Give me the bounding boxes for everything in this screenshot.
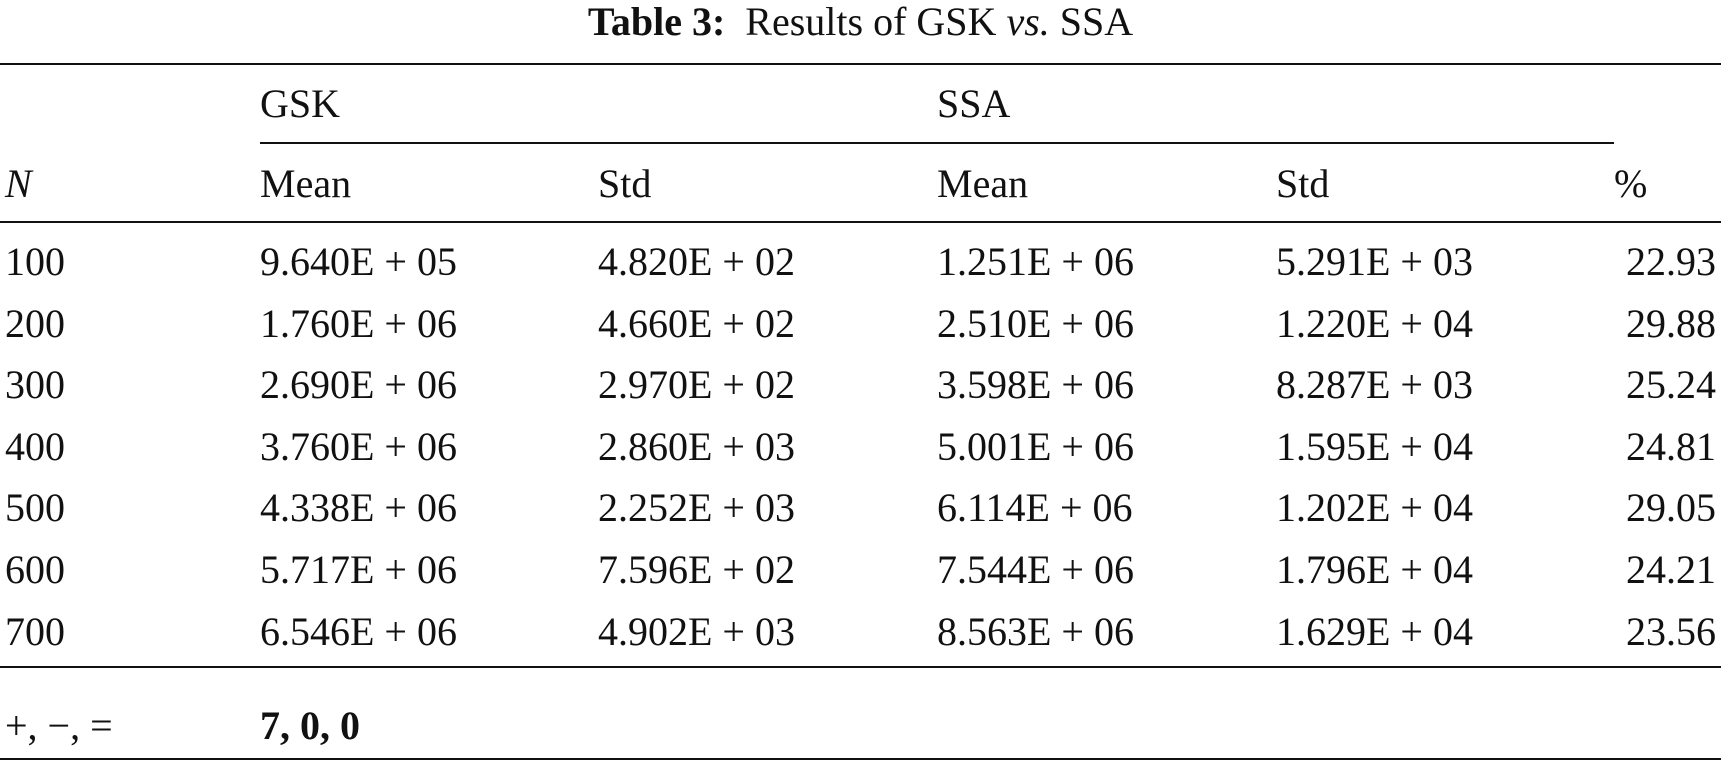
cell: 4.902E + 03 <box>598 608 795 654</box>
caption: Table 3: Results of GSK vs. SSA <box>0 2 1721 42</box>
cell: 2.510E + 06 <box>937 300 1134 346</box>
cell: 1.796E + 04 <box>1276 547 1473 592</box>
cell: 700 <box>5 608 65 654</box>
cell: 3.598E + 06 <box>937 362 1134 408</box>
cell: 400 <box>5 423 65 469</box>
cell: 5.001E + 06 <box>937 423 1134 469</box>
caption-text: SSA <box>1059 0 1134 44</box>
top-rule <box>0 63 1721 65</box>
group-header: SSA <box>937 81 1011 126</box>
cell: 8.563E + 06 <box>937 608 1134 654</box>
column-header: Mean <box>260 161 352 206</box>
cell: 2.970E + 02 <box>598 362 795 408</box>
cell: 2.860E + 03 <box>598 423 795 469</box>
footer-value: 7, 0, 0 <box>260 703 360 748</box>
group-header: GSK <box>260 81 341 126</box>
bottom-rule <box>0 758 1721 760</box>
group-rule <box>260 142 1614 144</box>
caption-text: vs. <box>1006 0 1050 44</box>
column-header: % <box>1614 161 1648 206</box>
cell: 1.760E + 06 <box>260 300 457 346</box>
cell: 24.81 <box>1626 423 1716 469</box>
column-header: Mean <box>937 161 1029 206</box>
cell: 23.56 <box>1626 608 1716 654</box>
caption-label: Table 3: <box>587 0 726 44</box>
cell: 300 <box>5 362 65 408</box>
column-header: Std <box>598 161 652 206</box>
body-rule <box>0 666 1721 668</box>
column-header: Std <box>1276 161 1330 206</box>
cell: 8.287E + 03 <box>1276 362 1473 408</box>
cell: 1.220E + 04 <box>1276 300 1473 346</box>
cell: 29.88 <box>1626 300 1716 346</box>
footer-label: +, −, = <box>5 703 113 748</box>
column-header: N <box>5 161 32 206</box>
cell: 6.546E + 06 <box>260 608 457 654</box>
cell: 4.820E + 02 <box>598 239 795 284</box>
cell: 3.760E + 06 <box>260 423 457 469</box>
cell: 9.640E + 05 <box>260 239 457 284</box>
cell: 4.660E + 02 <box>598 300 795 346</box>
header-rule <box>0 221 1721 223</box>
cell: 200 <box>5 300 65 346</box>
cell: 7.596E + 02 <box>598 547 795 592</box>
cell: 1.629E + 04 <box>1276 608 1473 654</box>
cell: 24.21 <box>1626 547 1716 592</box>
cell: 6.114E + 06 <box>937 485 1133 531</box>
cell: 2.690E + 06 <box>260 362 457 408</box>
cell: 7.544E + 06 <box>937 547 1134 592</box>
cell: 500 <box>5 485 65 531</box>
cell: 29.05 <box>1626 485 1716 531</box>
cell: 2.252E + 03 <box>598 485 795 531</box>
cell: 5.717E + 06 <box>260 547 457 592</box>
cell: 25.24 <box>1626 362 1716 408</box>
cell: 1.202E + 04 <box>1276 485 1473 531</box>
cell: 5.291E + 03 <box>1276 239 1473 284</box>
cell: 1.595E + 04 <box>1276 423 1473 469</box>
caption-text: Results of GSK <box>745 0 997 44</box>
cell: 4.338E + 06 <box>260 485 457 531</box>
cell: 1.251E + 06 <box>937 239 1134 284</box>
cell: 600 <box>5 547 65 592</box>
cell: 100 <box>5 239 65 284</box>
cell: 22.93 <box>1626 239 1716 284</box>
